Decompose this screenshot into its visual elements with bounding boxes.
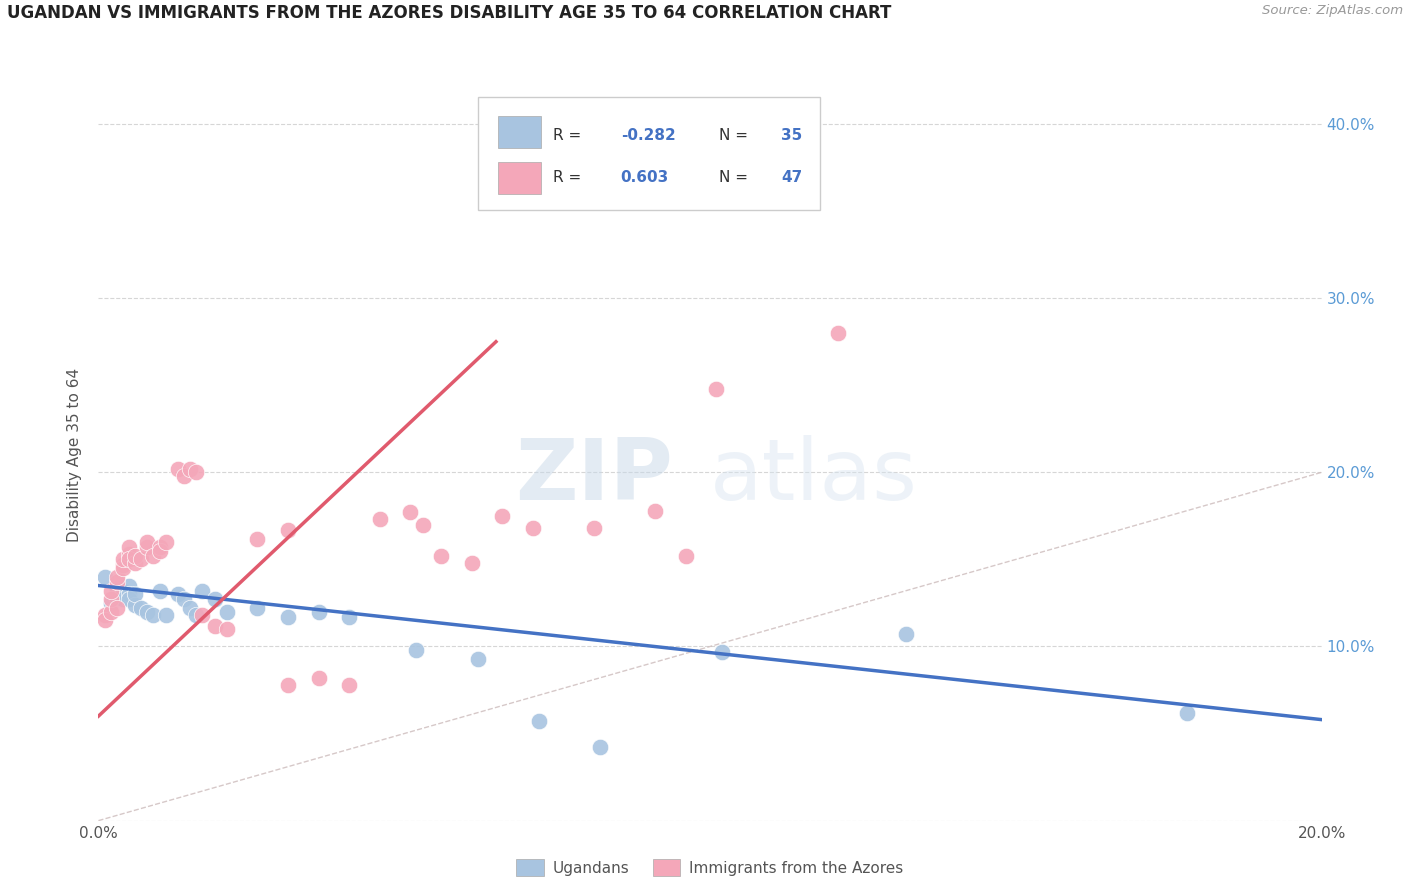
- Point: [124, 598, 146, 612]
- Point: [167, 462, 190, 476]
- Y-axis label: Disability Age 35 to 64: Disability Age 35 to 64: [67, 368, 83, 542]
- Text: 47: 47: [780, 170, 803, 186]
- Point: [277, 610, 299, 624]
- Point: [675, 549, 697, 563]
- Text: Source: ZipAtlas.com: Source: ZipAtlas.com: [1263, 4, 1403, 18]
- Point: [149, 583, 172, 598]
- Text: 0.603: 0.603: [620, 170, 669, 186]
- Text: -0.282: -0.282: [620, 128, 675, 143]
- Point: [277, 678, 299, 692]
- Point: [186, 608, 208, 623]
- Point: [527, 714, 550, 729]
- Point: [277, 523, 299, 537]
- Point: [100, 596, 122, 610]
- Point: [149, 543, 172, 558]
- Point: [644, 503, 666, 517]
- Point: [522, 521, 544, 535]
- Point: [368, 512, 391, 526]
- Text: atlas: atlas: [710, 435, 918, 518]
- Point: [129, 601, 152, 615]
- Text: R =: R =: [554, 128, 586, 143]
- Point: [215, 622, 238, 636]
- Point: [215, 605, 238, 619]
- Point: [173, 468, 195, 483]
- Point: [308, 605, 330, 619]
- Point: [118, 552, 141, 566]
- Point: [337, 678, 360, 692]
- Point: [337, 610, 360, 624]
- Text: N =: N =: [718, 128, 752, 143]
- Point: [412, 517, 434, 532]
- Point: [467, 651, 489, 665]
- Point: [118, 592, 141, 607]
- Point: [894, 627, 917, 641]
- Point: [93, 613, 115, 627]
- Point: [155, 535, 177, 549]
- Point: [308, 671, 330, 685]
- Text: ZIP: ZIP: [516, 435, 673, 518]
- Point: [704, 382, 727, 396]
- Point: [204, 592, 226, 607]
- Point: [124, 556, 146, 570]
- Point: [111, 552, 134, 566]
- Point: [142, 608, 165, 623]
- Point: [118, 587, 141, 601]
- Point: [186, 466, 208, 480]
- Point: [129, 552, 152, 566]
- Point: [136, 535, 159, 549]
- Point: [405, 643, 427, 657]
- Point: [105, 601, 128, 615]
- Point: [105, 582, 128, 596]
- Point: [191, 583, 214, 598]
- Text: R =: R =: [554, 170, 592, 186]
- Point: [100, 605, 122, 619]
- Point: [118, 547, 141, 561]
- Point: [191, 608, 214, 623]
- Point: [142, 549, 165, 563]
- Point: [100, 592, 122, 607]
- Point: [136, 605, 159, 619]
- FancyBboxPatch shape: [498, 116, 541, 148]
- Point: [246, 601, 269, 615]
- Point: [155, 608, 177, 623]
- FancyBboxPatch shape: [498, 162, 541, 194]
- Text: UGANDAN VS IMMIGRANTS FROM THE AZORES DISABILITY AGE 35 TO 64 CORRELATION CHART: UGANDAN VS IMMIGRANTS FROM THE AZORES DI…: [7, 4, 891, 22]
- Point: [111, 592, 134, 607]
- Point: [136, 540, 159, 554]
- Point: [711, 645, 734, 659]
- Point: [124, 549, 146, 563]
- Point: [118, 578, 141, 592]
- Legend: Ugandans, Immigrants from the Azores: Ugandans, Immigrants from the Azores: [510, 853, 910, 882]
- Point: [118, 540, 141, 554]
- Point: [167, 587, 190, 601]
- Point: [827, 326, 849, 340]
- Text: N =: N =: [718, 170, 752, 186]
- Point: [105, 591, 128, 605]
- Point: [204, 618, 226, 632]
- FancyBboxPatch shape: [478, 96, 820, 210]
- Point: [589, 740, 612, 755]
- Point: [111, 561, 134, 575]
- Point: [149, 540, 172, 554]
- Point: [491, 508, 513, 523]
- Point: [111, 558, 134, 572]
- Point: [179, 462, 201, 476]
- Point: [173, 592, 195, 607]
- Point: [179, 601, 201, 615]
- Text: 35: 35: [780, 128, 803, 143]
- Point: [105, 575, 128, 590]
- Point: [246, 532, 269, 546]
- Point: [105, 570, 128, 584]
- Point: [111, 587, 134, 601]
- Point: [111, 583, 134, 598]
- Point: [582, 521, 605, 535]
- Point: [124, 587, 146, 601]
- Point: [430, 549, 453, 563]
- Point: [93, 570, 115, 584]
- Point: [100, 583, 122, 598]
- Point: [1175, 706, 1198, 720]
- Point: [93, 608, 115, 623]
- Point: [460, 556, 482, 570]
- Point: [399, 505, 422, 519]
